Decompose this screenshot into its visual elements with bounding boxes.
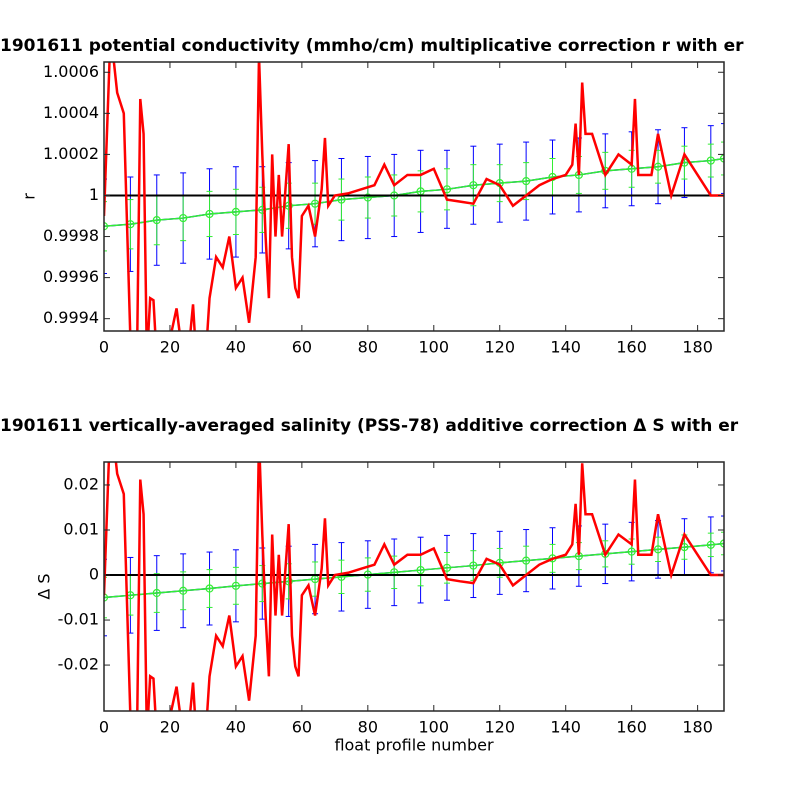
plot-content	[104, 62, 724, 331]
data-marker	[469, 561, 478, 570]
data-marker	[179, 586, 188, 595]
y-tick-label: 0.9994	[43, 308, 99, 327]
data-marker	[706, 540, 715, 549]
error-bar	[104, 201, 107, 252]
x-tick-label: 140	[550, 338, 581, 357]
data-marker	[416, 565, 425, 575]
subplot: 0 20 40 60 80 100 120 140 160 180 0.9994 0.9996 0.99…	[0, 36, 744, 357]
x-tick-label: 140	[550, 718, 581, 737]
data-marker	[179, 213, 188, 223]
y-tick-label: 0.9996	[43, 267, 99, 286]
y-tick-label: 0.9998	[43, 226, 99, 245]
plot-area	[104, 62, 724, 331]
data-line	[104, 157, 724, 228]
data-marker	[231, 207, 241, 217]
y-tick-label: 1	[89, 185, 99, 204]
error-bar	[721, 123, 724, 194]
x-tick-label: 80	[358, 718, 378, 737]
error-bar	[721, 531, 724, 556]
x-tick-label: 180	[682, 718, 713, 737]
x-tick-label: 40	[226, 718, 246, 737]
data-marker	[719, 154, 724, 163]
x-tick-label: 60	[292, 338, 312, 357]
data-marker	[152, 588, 161, 598]
data-marker	[205, 584, 214, 593]
data-marker	[258, 579, 267, 588]
axes-box	[103, 61, 725, 332]
data-marker	[104, 593, 109, 602]
data-line	[104, 462, 724, 711]
data-marker	[653, 162, 663, 171]
plot-content	[104, 462, 724, 711]
y-tick-label: 0	[89, 565, 99, 584]
data-marker	[231, 581, 241, 590]
y-tick-label: -0.02	[58, 655, 99, 674]
y-tick-label: 1.0004	[43, 103, 99, 122]
axes-box	[103, 461, 725, 712]
x-tick-label: 100	[419, 718, 450, 737]
data-marker	[363, 193, 372, 202]
data-marker	[719, 539, 724, 548]
data-marker	[205, 209, 214, 219]
x-tick-label: 120	[484, 338, 515, 357]
chart-title: 1901611 vertically-averaged salinity (PS…	[0, 416, 739, 436]
x-tick-label: 80	[358, 338, 378, 357]
data-marker	[627, 547, 636, 556]
chart-title: 1901611 potential conductivity (mmho/cm)…	[0, 36, 744, 56]
data-line	[104, 62, 724, 331]
x-tick-label: 0	[99, 718, 109, 737]
y-tick-label: 0.02	[63, 474, 99, 493]
y-axis-label: Δ S	[35, 573, 54, 599]
x-tick-label: 100	[419, 338, 450, 357]
y-tick-label: -0.01	[58, 610, 99, 629]
error-bar	[721, 141, 724, 176]
x-tick-label: 0	[99, 338, 109, 357]
y-tick-label: 1.0002	[43, 144, 99, 163]
data-marker	[522, 176, 531, 186]
x-tick-label: 20	[160, 338, 180, 357]
data-marker	[469, 181, 478, 190]
x-tick-label: 20	[160, 718, 180, 737]
x-tick-label: 160	[616, 338, 647, 357]
x-axis-label: float profile number	[334, 736, 494, 755]
data-line	[104, 542, 724, 599]
x-tick-label: 40	[226, 338, 246, 357]
x-tick-label: 160	[616, 718, 647, 737]
data-marker	[601, 549, 610, 558]
plot-area	[104, 462, 724, 711]
error-bar	[721, 515, 724, 572]
subplot: 0 20 40 60 80 100 120 140 160 180 -0.02 -0.01 0 0.01 0…	[0, 416, 739, 755]
data-marker	[653, 545, 663, 554]
data-marker	[152, 216, 161, 225]
y-tick-label: 0.01	[63, 519, 99, 538]
x-tick-label: 180	[682, 338, 713, 357]
error-bar	[104, 576, 107, 619]
x-tick-label: 60	[292, 718, 312, 737]
data-marker	[522, 556, 531, 565]
y-axis-label: r	[20, 193, 39, 200]
data-marker	[706, 156, 715, 165]
x-tick-label: 120	[484, 718, 515, 737]
data-marker	[258, 205, 267, 214]
y-tick-label: 1.0006	[43, 62, 99, 81]
data-marker	[104, 222, 109, 231]
